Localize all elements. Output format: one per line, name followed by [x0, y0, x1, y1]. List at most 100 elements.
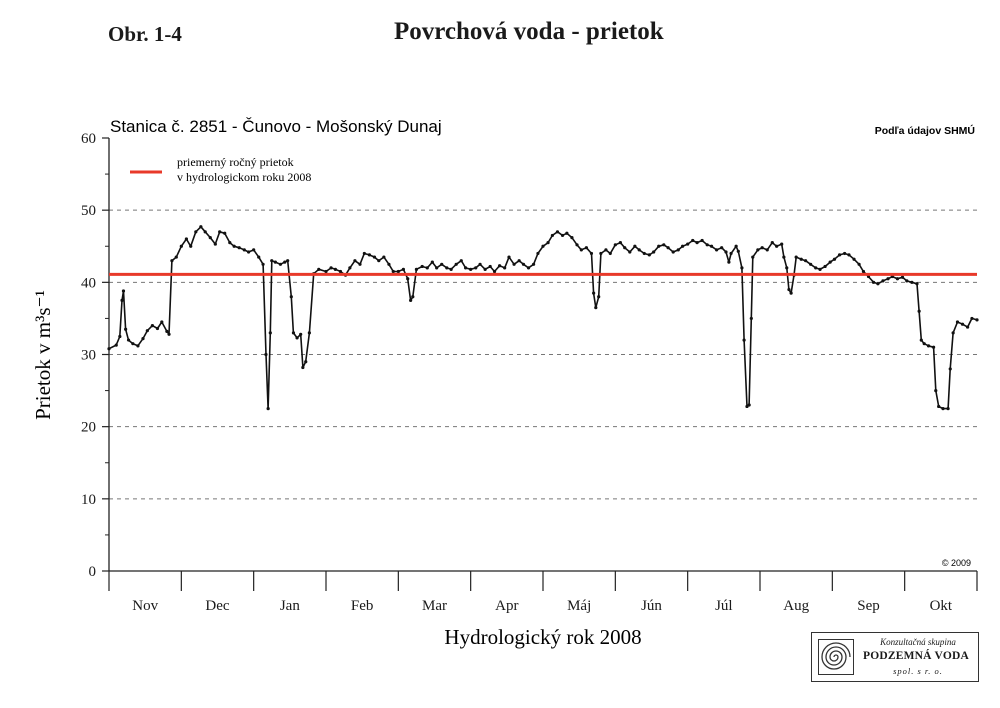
data-point: [910, 280, 914, 284]
series-line: [108, 226, 978, 410]
data-point: [145, 329, 149, 333]
data-point: [213, 242, 217, 246]
data-point: [536, 251, 540, 256]
data-point: [637, 248, 641, 252]
x-tick-label: Nov: [132, 598, 158, 614]
logo-company-name: PODZEMNÁ VODA: [863, 650, 969, 662]
data-point: [440, 262, 444, 266]
data-point: [861, 269, 866, 274]
data-point: [338, 269, 343, 274]
data-point: [560, 233, 565, 238]
data-point: [483, 267, 487, 271]
series-layer: [107, 225, 979, 411]
y-tick-label: 20: [81, 420, 96, 436]
source-label: Podľa údajov SHMÚ: [875, 124, 975, 137]
data-point: [740, 266, 744, 270]
data-point: [799, 257, 803, 261]
data-point: [633, 244, 637, 248]
copyright-label: © 2009: [942, 558, 971, 568]
data-point: [526, 266, 531, 270]
data-point: [174, 255, 178, 259]
x-tick-label: Apr: [495, 598, 518, 614]
data-point: [304, 360, 308, 364]
data-point: [823, 264, 827, 269]
y-tick-label: 30: [81, 348, 96, 364]
data-point: [512, 262, 516, 266]
data-point: [570, 235, 574, 240]
data-point: [474, 266, 478, 270]
data-point: [118, 334, 122, 339]
data-point: [589, 251, 594, 256]
data-point: [121, 289, 126, 293]
data-point: [459, 259, 463, 263]
data-point: [488, 264, 492, 269]
data-point: [257, 255, 261, 259]
data-point: [832, 257, 837, 261]
grid-lines: [109, 209, 977, 500]
data-point: [317, 267, 321, 271]
data-point: [594, 305, 598, 310]
data-point: [546, 241, 550, 245]
data-point: [941, 407, 945, 411]
data-point: [498, 264, 502, 268]
data-point: [794, 255, 798, 259]
data-point: [876, 282, 880, 286]
data-point: [742, 338, 746, 342]
data-point: [955, 320, 960, 324]
data-point: [775, 244, 779, 248]
data-point: [727, 260, 731, 264]
x-tick-label: Júl: [715, 598, 733, 614]
data-point: [503, 266, 507, 270]
data-point: [657, 244, 661, 248]
station-label: Stanica č. 2851 - Čunovo - Mošonský Duna…: [110, 117, 442, 136]
data-point: [401, 267, 405, 271]
data-point: [852, 257, 856, 261]
x-tick-label: Mar: [422, 598, 447, 614]
data-point: [449, 267, 453, 271]
data-point: [531, 262, 536, 266]
y-tick-label: 0: [89, 564, 97, 580]
data-point: [782, 255, 786, 259]
company-logo: Konzultačná skupina PODZEMNÁ VODA spol. …: [811, 632, 979, 682]
data-point: [809, 262, 813, 266]
data-point: [932, 345, 936, 349]
data-point: [372, 255, 377, 259]
data-point: [107, 347, 111, 351]
data-point: [623, 246, 627, 250]
data-point: [613, 243, 617, 247]
data-point: [922, 342, 926, 346]
data-point: [324, 269, 328, 274]
data-point: [584, 246, 589, 250]
logo-line1: Konzultačná skupina: [880, 637, 956, 647]
data-point: [886, 277, 890, 281]
data-point: [780, 242, 784, 246]
data-point: [507, 255, 511, 259]
data-point: [396, 269, 400, 274]
data-point: [905, 279, 909, 283]
data-point: [179, 244, 183, 248]
data-point: [599, 251, 603, 256]
x-tick-label: Dec: [205, 598, 229, 614]
data-point: [919, 338, 923, 342]
data-point: [946, 407, 950, 411]
data-point: [729, 251, 733, 256]
data-point: [454, 262, 458, 266]
legend: priemerný ročný prietok v hydrologickom …: [130, 155, 311, 184]
data-point: [960, 322, 965, 326]
data-point: [445, 266, 449, 270]
data-point: [160, 320, 164, 324]
y-axis-ticks: 0 10 20 30 40 50 60: [81, 131, 109, 580]
data-point: [965, 325, 970, 329]
legend-label-line1: priemerný ročný prietok: [177, 155, 294, 169]
data-point: [647, 253, 651, 257]
data-point: [934, 388, 938, 393]
data-point: [478, 262, 482, 266]
data-point: [715, 248, 719, 252]
data-point: [787, 287, 791, 292]
data-point: [391, 269, 395, 274]
data-point: [785, 266, 789, 270]
data-point: [286, 259, 290, 263]
data-point: [120, 298, 124, 302]
data-point: [676, 248, 680, 252]
data-point: [333, 267, 338, 271]
